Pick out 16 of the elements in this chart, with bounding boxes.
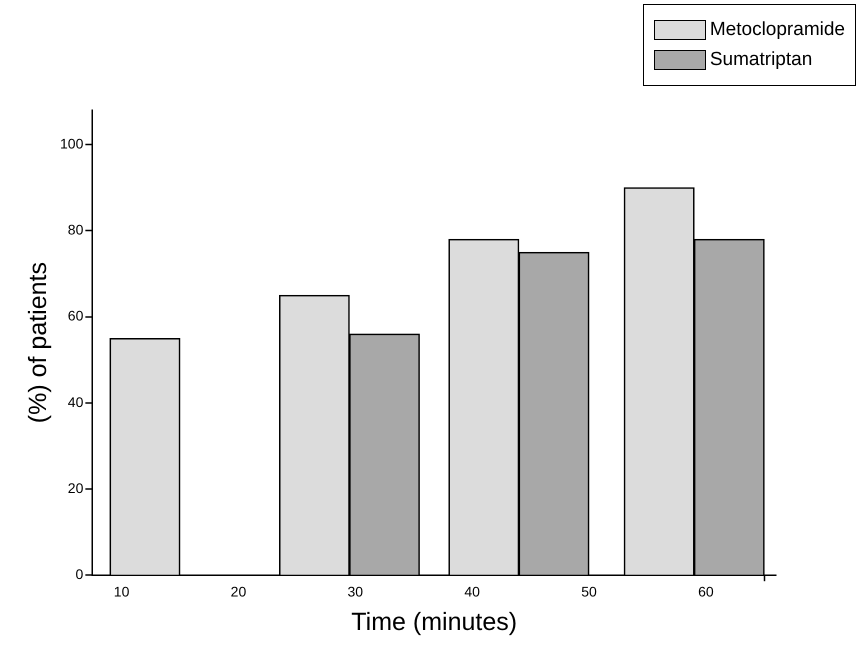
x-tick-label: 30 — [348, 583, 364, 600]
y-tick-label: 60 — [68, 308, 84, 324]
x-tick-label: 50 — [581, 583, 598, 600]
x-tick-label: 40 — [464, 583, 480, 600]
y-tick-label: 0 — [76, 566, 84, 582]
y-tick-label: 40 — [68, 394, 84, 410]
y-tick-label: 100 — [60, 135, 84, 152]
y-tick-label: 80 — [68, 221, 84, 238]
x-tick-label: 20 — [230, 583, 246, 600]
y-axis-title: (%) of patients — [24, 262, 52, 424]
x-axis-title: Time (minutes) — [351, 608, 518, 636]
y-tick-label: 20 — [68, 480, 84, 496]
x-tick-label: 10 — [114, 583, 130, 600]
legend-label: Sumatriptan — [710, 49, 812, 71]
legend-label: Metoclopramide — [710, 19, 845, 41]
x-tick-label: 60 — [698, 583, 714, 600]
